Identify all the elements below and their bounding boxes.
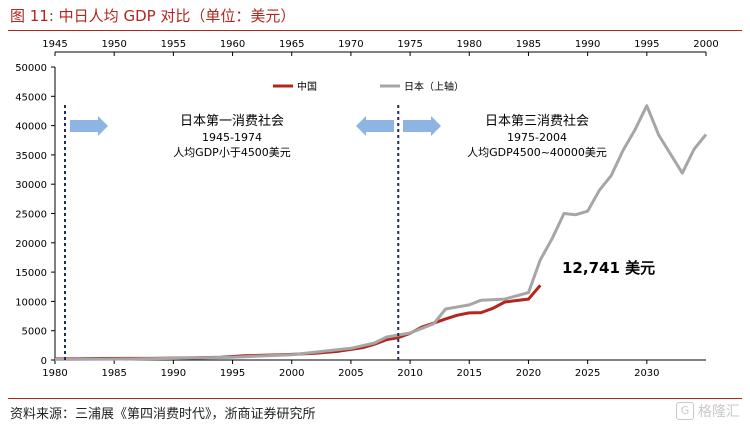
x-top-tick-label: 1945 — [42, 39, 67, 50]
y-tick-label: 30000 — [15, 180, 47, 191]
y-tick-label: 25000 — [15, 210, 47, 221]
x-top-tick-label: 1950 — [101, 39, 126, 50]
series-line-japan — [54, 104, 708, 361]
x-top-tick-label: 1960 — [220, 39, 245, 50]
series-line-china — [54, 284, 542, 361]
y-tick-label: 5000 — [22, 327, 47, 338]
era2-note: 人均GDP4500~40000美元 — [467, 146, 607, 159]
x-top-tick-label: 1965 — [279, 39, 304, 50]
y-tick-label: 40000 — [15, 122, 47, 133]
x-bottom-tick-label: 2000 — [279, 368, 304, 379]
gdp-comparison-chart: 0 5000 10000 15000 20000 25000 30000 35000 40000… — [15, 39, 719, 379]
watermark-text: 格隆汇 — [698, 404, 740, 420]
arrow-right-icon — [70, 116, 108, 136]
arrow-left-icon — [356, 116, 394, 136]
x-bottom-tick-label: 2025 — [575, 368, 600, 379]
x-top-tick-label: 2000 — [693, 39, 718, 50]
x-bottom-tick-label: 2030 — [634, 368, 659, 379]
callout-china-2021: 12,741 美元 — [562, 259, 655, 277]
x-top-tick-label: 1995 — [634, 39, 659, 50]
legend-label-china: 中国 — [297, 80, 317, 93]
x-top-tick-label: 1975 — [397, 39, 422, 50]
x-bottom-tick-label: 2010 — [397, 368, 422, 379]
watermark: G 格隆汇 — [676, 401, 740, 421]
arrow-right-icon — [403, 116, 441, 136]
x-bottom-tick-label: 1990 — [161, 368, 186, 379]
x-top-tick-label: 1970 — [338, 39, 363, 50]
era2-title: 日本第三消费社会 — [485, 113, 589, 129]
y-tick-label: 35000 — [15, 151, 47, 162]
figure-title: 图 11: 中日人均 GDP 对比（单位：美元） — [10, 7, 296, 25]
x-top-tick-label: 1980 — [457, 39, 482, 50]
x-top-tick-label: 1990 — [575, 39, 600, 50]
y-tick-label: 10000 — [15, 297, 47, 308]
era1-note: 人均GDP小于4500美元 — [173, 146, 291, 159]
era2-years: 1975-2004 — [507, 131, 567, 144]
y-tick-label: 0 — [41, 356, 47, 367]
source-note: 资料来源：三浦展《第四消费时代》，浙商证券研究所 — [10, 407, 316, 422]
x-top-tick-label: 1955 — [161, 39, 186, 50]
era1-years: 1945-1974 — [202, 131, 262, 144]
x-bottom-tick-label: 1985 — [101, 368, 126, 379]
x-bottom-tick-label: 1995 — [220, 368, 245, 379]
x-top-tick-label: 1985 — [516, 39, 541, 50]
x-bottom-tick-label: 2005 — [338, 368, 363, 379]
x-bottom-tick-label: 2020 — [516, 368, 541, 379]
x-bottom-tick-label: 1980 — [42, 368, 67, 379]
title-divider — [8, 30, 742, 31]
legend-label-japan: 日本（上轴） — [404, 80, 464, 93]
x-bottom-tick-label: 2015 — [457, 368, 482, 379]
watermark-logo-icon: G — [676, 402, 694, 420]
y-tick-label: 50000 — [15, 63, 47, 74]
source-divider — [8, 398, 742, 399]
era1-title: 日本第一消费社会 — [180, 113, 284, 129]
y-tick-label: 15000 — [15, 268, 47, 279]
y-tick-label: 45000 — [15, 92, 47, 103]
y-tick-label: 20000 — [15, 239, 47, 250]
